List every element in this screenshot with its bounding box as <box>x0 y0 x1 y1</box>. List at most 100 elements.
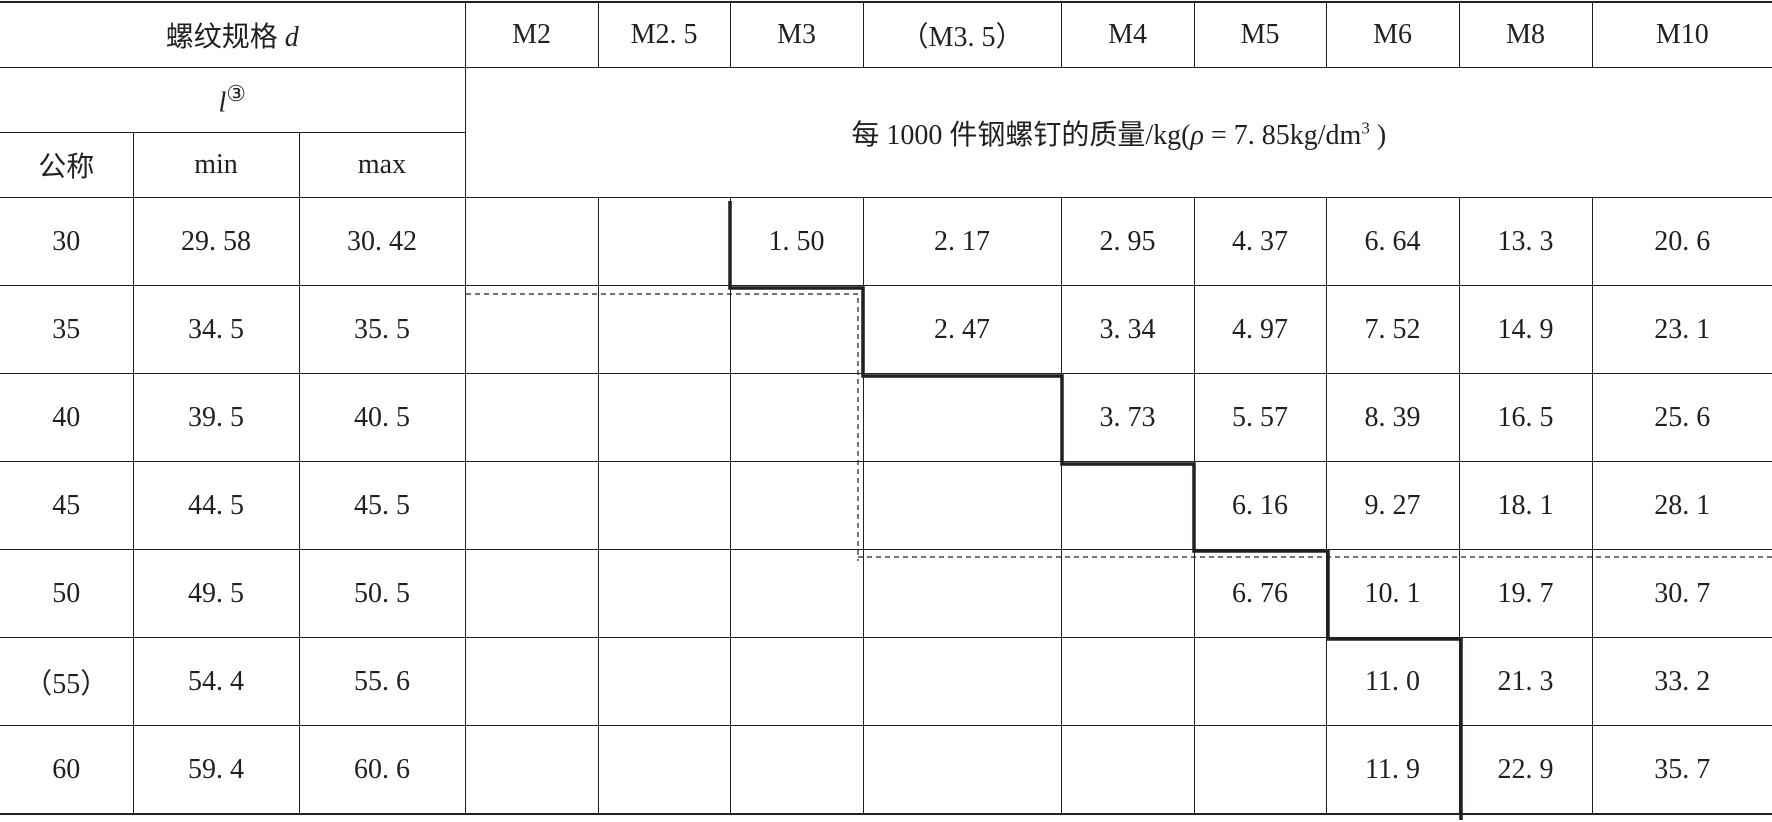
mass-cell: 2. 47 <box>862 285 1062 374</box>
mass-cell <box>597 549 731 638</box>
mass-cell: 6. 64 <box>1325 197 1460 286</box>
nominal-length-cell: 50 <box>0 549 134 638</box>
mass-caption-cell: 每 1000 件钢螺钉的质量/kg(ρ = 7. 85kg/dm3 ) <box>464 67 1772 198</box>
nominal-header: 公称 <box>0 132 134 198</box>
max-length-cell: 35. 5 <box>298 285 466 374</box>
mass-cell <box>464 373 599 462</box>
min-header: min <box>132 132 300 198</box>
mass-cell <box>1060 637 1195 726</box>
mass-cell <box>464 637 599 726</box>
mass-cell <box>464 725 599 815</box>
size-header-m10: M10 <box>1591 1 1772 68</box>
mass-cell: 21. 3 <box>1458 637 1593 726</box>
min-length-cell: 49. 5 <box>132 549 300 638</box>
thread-spec-header: 螺纹规格 d <box>0 1 466 68</box>
mass-cell: 16. 5 <box>1458 373 1593 462</box>
mass-cell: 8. 39 <box>1325 373 1460 462</box>
min-length-cell: 34. 5 <box>132 285 300 374</box>
mass-cell <box>464 285 599 374</box>
mass-cell <box>729 461 864 550</box>
header-row-length-sub: 公称 min max <box>0 132 1772 198</box>
mass-cell: 7. 52 <box>1325 285 1460 374</box>
nominal-length-cell: 60 <box>0 725 134 815</box>
thread-spec-symbol: d <box>284 22 299 53</box>
min-length-cell: 54. 4 <box>132 637 300 726</box>
mass-cell <box>729 637 864 726</box>
max-length-cell: 40. 5 <box>298 373 466 462</box>
mass-cell: 20. 6 <box>1591 197 1772 286</box>
mass-cell: 28. 1 <box>1591 461 1772 550</box>
header-row-length: l③ 每 1000 件钢螺钉的质量/kg(ρ = 7. 85kg/dm3 ) <box>0 67 1772 198</box>
mass-cell <box>464 197 599 286</box>
mass-cell: 6. 76 <box>1193 549 1327 638</box>
max-header: max <box>298 132 466 198</box>
nominal-length-cell: 40 <box>0 373 134 462</box>
table-row: 60 59. 4 60. 6 11. 9 22. 9 35. 7 <box>0 725 1772 815</box>
table-row: 50 49. 5 50. 5 6. 76 10. 1 19. 7 30. 7 <box>0 549 1772 638</box>
length-note-marker: ③ <box>226 80 247 106</box>
table-row: 30 29. 58 30. 42 1. 50 2. 17 2. 95 4. 37 6. 64 1… <box>0 197 1772 286</box>
mass-cell <box>1060 725 1195 815</box>
mass-cell: 3. 73 <box>1060 373 1195 462</box>
table-row: 45 44. 5 45. 5 6. 16 9. 27 18. 1 28. 1 <box>0 461 1772 550</box>
min-length-cell: 39. 5 <box>132 373 300 462</box>
mass-cell <box>597 725 731 815</box>
mass-cell: 9. 27 <box>1325 461 1460 550</box>
mass-cell <box>464 549 599 638</box>
mass-cell <box>597 285 731 374</box>
mass-cell: 30. 7 <box>1591 549 1772 638</box>
nominal-length-cell: 30 <box>0 197 134 286</box>
mass-cell: 5. 57 <box>1193 373 1327 462</box>
mass-cell <box>1193 637 1327 726</box>
mass-close: ) <box>1369 119 1387 151</box>
mass-cell <box>862 373 1062 462</box>
max-length-cell: 30. 42 <box>298 197 466 286</box>
mass-cell: 4. 37 <box>1193 197 1327 286</box>
table-row: （55） 54. 4 55. 6 11. 0 21. 3 33. 2 <box>0 637 1772 726</box>
table-row: 40 39. 5 40. 5 3. 73 5. 57 8. 39 16. 5 25. 6 <box>0 373 1772 462</box>
mass-cell: 35. 7 <box>1591 725 1772 815</box>
mass-cell: 2. 95 <box>1060 197 1195 286</box>
min-length-cell: 44. 5 <box>132 461 300 550</box>
mass-cell: 10. 1 <box>1325 549 1460 638</box>
table-row: 35 34. 5 35. 5 2. 47 3. 34 4. 97 7. 52 14. 9 23.… <box>0 285 1772 374</box>
mass-cell <box>862 637 1062 726</box>
mass-cell: 13. 3 <box>1458 197 1593 286</box>
length-header: l③ <box>0 67 466 133</box>
mass-cell: 4. 97 <box>1193 285 1327 374</box>
mass-cell <box>862 725 1062 815</box>
mass-cell: 2. 17 <box>862 197 1062 286</box>
mass-cell <box>862 461 1062 550</box>
mass-cell <box>862 549 1062 638</box>
mass-cell <box>729 549 864 638</box>
length-symbol: l <box>218 87 227 119</box>
size-header-m2: M2 <box>464 1 599 68</box>
mass-cell: 3. 34 <box>1060 285 1195 374</box>
min-length-cell: 29. 58 <box>132 197 300 286</box>
mass-cell: 22. 9 <box>1458 725 1593 815</box>
mass-cell: 11. 0 <box>1325 637 1460 726</box>
mass-rho: ρ <box>1190 119 1204 151</box>
max-length-cell: 60. 6 <box>298 725 466 815</box>
max-length-cell: 50. 5 <box>298 549 466 638</box>
mass-cell: 1. 50 <box>729 197 864 286</box>
max-length-cell: 55. 6 <box>298 637 466 726</box>
mass-cell: 25. 6 <box>1591 373 1772 462</box>
mass-cell: 6. 16 <box>1193 461 1327 550</box>
mass-cell: 14. 9 <box>1458 285 1593 374</box>
mass-cell: 23. 1 <box>1591 285 1772 374</box>
mass-cell: 18. 1 <box>1458 461 1593 550</box>
mass-cell: 19. 7 <box>1458 549 1593 638</box>
nominal-length-cell: 45 <box>0 461 134 550</box>
size-header-m3: M3 <box>729 1 864 68</box>
mass-cell <box>729 285 864 374</box>
mass-cell <box>597 373 731 462</box>
size-header-m6: M6 <box>1325 1 1460 68</box>
mass-caption: 每 1000 件钢螺钉的质量/kg( <box>851 119 1191 151</box>
size-header-m8: M8 <box>1458 1 1593 68</box>
mass-cell <box>597 637 731 726</box>
mass-cell: 33. 2 <box>1591 637 1772 726</box>
mass-cell <box>597 461 731 550</box>
